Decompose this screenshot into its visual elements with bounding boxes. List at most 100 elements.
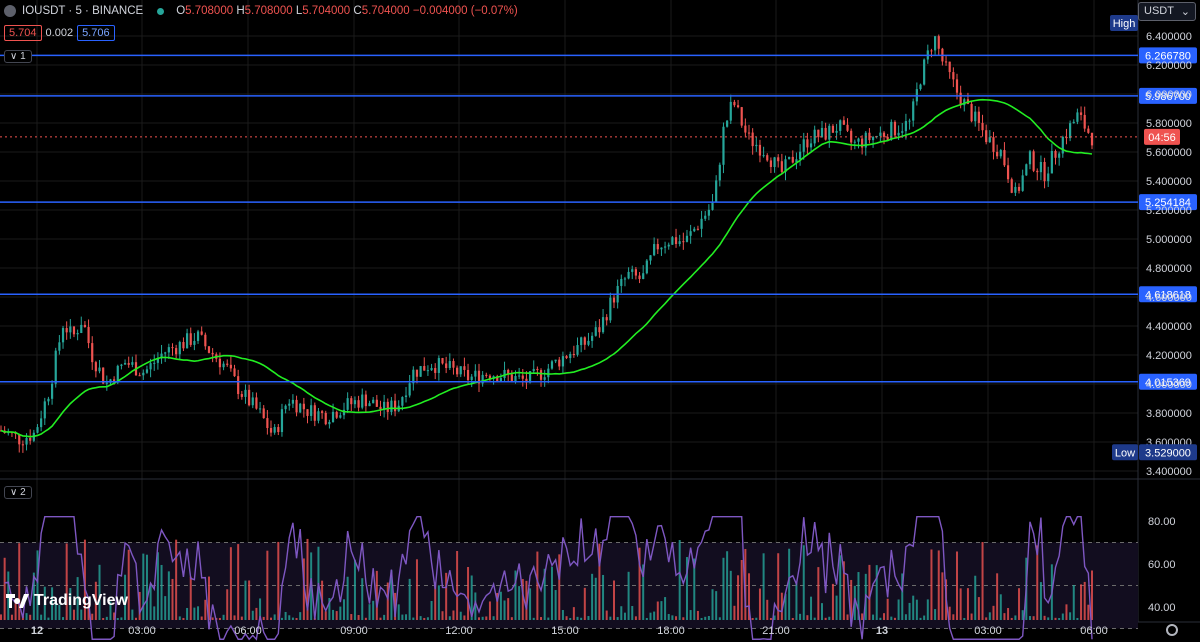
volume-bar: [459, 611, 462, 620]
volume-bar: [87, 602, 90, 620]
volume-bar: [700, 617, 703, 620]
candle: [182, 342, 185, 349]
time-tick: 09:00: [340, 625, 368, 637]
volume-bar: [149, 583, 152, 620]
candle: [25, 437, 28, 445]
candle: [758, 144, 762, 156]
volume-bar: [350, 614, 353, 620]
volume-bar: [266, 550, 269, 620]
candle: [463, 366, 466, 370]
sell-price-button[interactable]: 5.704: [4, 25, 42, 41]
volume-bar: [653, 611, 656, 620]
time-tick: 06:00: [1080, 625, 1108, 637]
buy-price-button[interactable]: 5.706: [77, 25, 115, 41]
volume-bar: [135, 617, 138, 620]
candle: [576, 345, 579, 355]
volume-bar: [810, 596, 813, 620]
price-label: 4.015369: [1145, 377, 1191, 389]
candle: [353, 400, 357, 405]
candle: [466, 369, 470, 381]
candle: [43, 401, 46, 419]
price-tick: 5.400000: [1146, 176, 1192, 188]
volume-bar: [707, 615, 710, 620]
volume-bar: [105, 616, 108, 620]
time-tick: 12:00: [445, 625, 473, 637]
price-tick: 5.800000: [1146, 118, 1192, 130]
volume-bar: [521, 579, 524, 620]
candle: [755, 144, 758, 147]
settings-icon[interactable]: [1166, 624, 1178, 636]
candle: [773, 157, 776, 167]
volume-bar: [284, 611, 287, 620]
candle: [204, 334, 207, 347]
volume-bar: [580, 617, 583, 620]
volume-bar: [98, 564, 101, 620]
candle: [131, 362, 134, 365]
tradingview-logo: TradingView: [6, 592, 128, 610]
candle: [426, 370, 430, 372]
candle: [266, 418, 269, 429]
candle: [1079, 112, 1083, 115]
candle: [357, 400, 360, 408]
price-label-box: [1139, 87, 1197, 104]
volume-bar: [197, 606, 200, 620]
volume-bar: [164, 596, 167, 620]
pane-2-collapse-button[interactable]: ∨ 2: [4, 486, 32, 499]
volume-bar: [897, 599, 900, 620]
volume-bar: [503, 600, 506, 620]
volume-bar: [43, 586, 46, 620]
volume-bar: [178, 616, 181, 620]
candle: [671, 237, 674, 245]
candle: [631, 269, 634, 272]
candle: [171, 347, 174, 349]
candle: [532, 368, 535, 372]
low-value-box: [1139, 444, 1197, 461]
candle: [1006, 165, 1010, 180]
chart-header: IOUSDT · 5 · BINANCE O5.708000 H5.708000…: [4, 5, 518, 17]
volume-bar: [10, 614, 13, 620]
candle: [299, 403, 302, 413]
candle: [83, 324, 87, 328]
time-tick: 03:00: [974, 625, 1002, 637]
candle: [722, 126, 725, 165]
candle: [251, 397, 254, 406]
candle: [390, 400, 393, 412]
candle: [105, 382, 108, 384]
pane-1-collapse-button[interactable]: ∨ 1: [4, 50, 32, 63]
volume-bar: [569, 617, 572, 620]
candle: [565, 356, 568, 359]
volume-bar: [335, 611, 338, 620]
volume-bar: [204, 599, 207, 620]
symbol-label[interactable]: IOUSDT · 5 · BINANCE: [22, 5, 144, 17]
candle: [120, 364, 123, 366]
volume-bar: [306, 538, 309, 620]
candle: [149, 363, 152, 370]
candle: [233, 368, 236, 377]
currency-label: USDT: [1144, 5, 1174, 17]
volume-bar: [270, 617, 273, 620]
candle: [1017, 186, 1021, 191]
candle: [693, 228, 696, 232]
price-tick: 6.400000: [1146, 31, 1192, 43]
candle: [200, 331, 203, 335]
candle: [1072, 121, 1075, 124]
candle: [868, 132, 871, 141]
price-label-box: [1139, 373, 1197, 390]
time-tick: 12: [31, 625, 43, 637]
volume-bar: [244, 580, 247, 620]
candle: [485, 374, 488, 376]
volume-bar: [795, 581, 798, 620]
candle: [861, 138, 864, 148]
volume-bar: [430, 600, 433, 620]
candle: [346, 398, 349, 410]
candle: [718, 164, 721, 181]
volume-bar: [846, 614, 849, 620]
volume-bar: [142, 553, 145, 620]
volume-bar: [631, 606, 634, 620]
candle: [798, 151, 802, 160]
candle: [116, 365, 119, 383]
currency-select[interactable]: USDT ⌄: [1138, 2, 1196, 21]
candle: [69, 326, 72, 333]
candle: [434, 368, 437, 373]
